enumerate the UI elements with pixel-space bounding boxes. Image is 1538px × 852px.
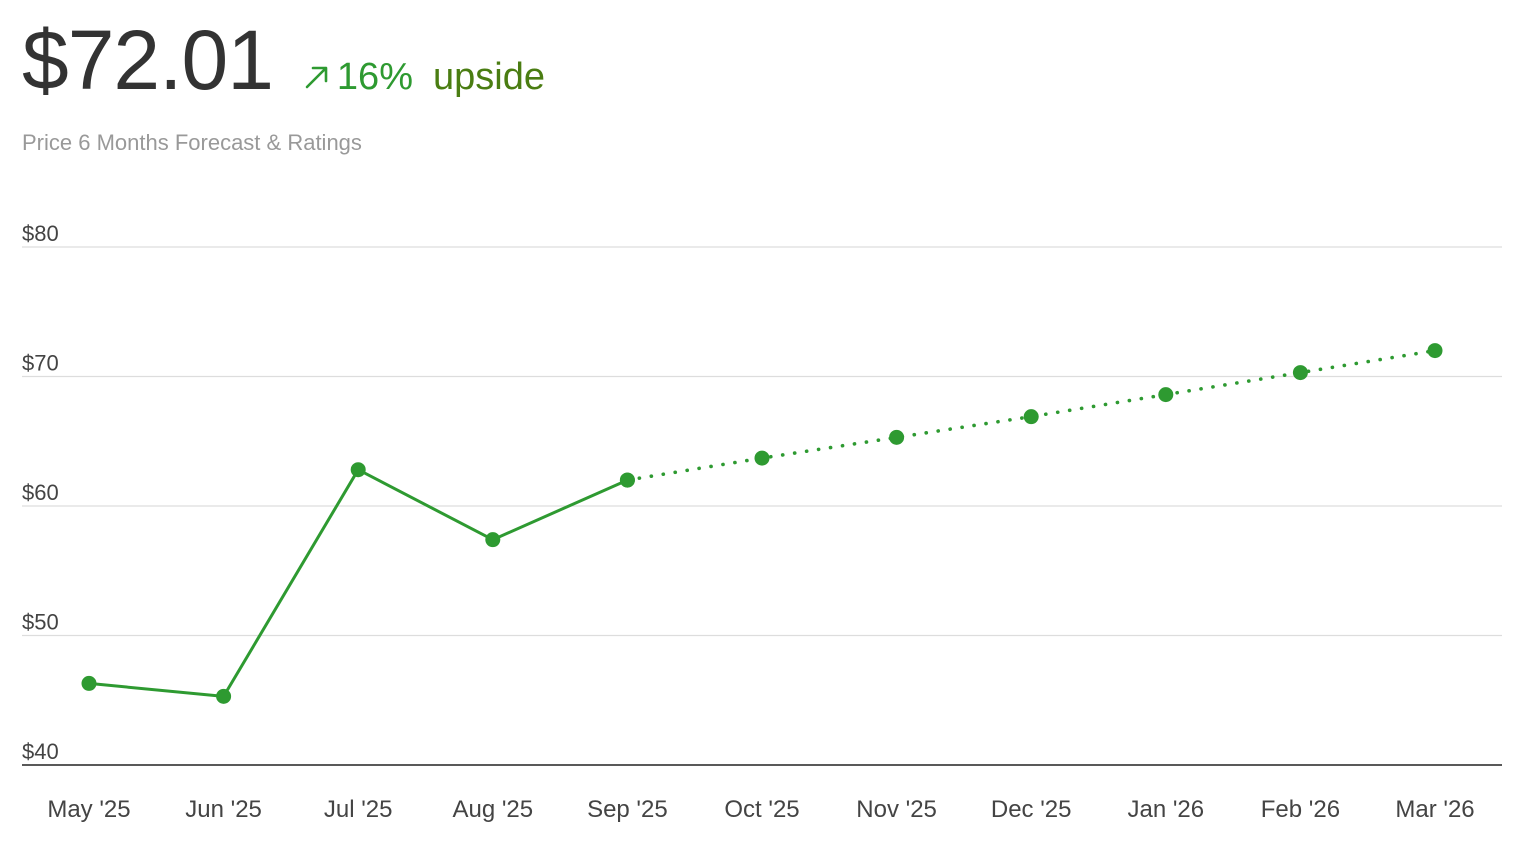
x-tick-label: Jun '25 — [185, 796, 262, 823]
history-point — [350, 462, 366, 478]
y-tick-label: $50 — [22, 610, 59, 635]
forecast-point — [1292, 365, 1308, 381]
x-tick-label: Jul '25 — [324, 796, 393, 823]
change-label: upside — [432, 56, 545, 98]
forecast-point — [1158, 387, 1174, 403]
x-tick-label: Feb '26 — [1261, 796, 1340, 823]
header: $72.01 16% upside — [22, 18, 545, 102]
x-tick-label: Aug '25 — [452, 796, 533, 823]
forecast-point — [754, 450, 770, 466]
y-tick-label: $80 — [22, 221, 59, 246]
forecast-point — [1023, 409, 1039, 425]
history-point — [81, 675, 97, 691]
chart-subtitle: Price 6 Months Forecast & Ratings — [22, 130, 362, 155]
history-point — [216, 688, 232, 704]
x-tick-label: Jan '26 — [1127, 796, 1204, 823]
x-tick-label: May '25 — [47, 796, 130, 823]
forecast-point — [1427, 343, 1443, 359]
history-point — [485, 532, 501, 548]
y-tick-label: $60 — [22, 480, 59, 505]
x-tick-label: Mar '26 — [1395, 796, 1474, 823]
x-tick-label: Nov '25 — [856, 796, 937, 823]
y-tick-label: $40 — [22, 739, 59, 764]
x-tick-label: Dec '25 — [991, 796, 1072, 823]
arrow-up-right-icon — [305, 66, 328, 89]
y-tick-label: $70 — [22, 351, 59, 376]
change-percent: 16% — [336, 56, 413, 98]
price-change: 16% upside — [303, 58, 545, 96]
x-tick-label: Sep '25 — [587, 796, 668, 823]
x-tick-label: Oct '25 — [724, 796, 799, 823]
forecast-point — [889, 429, 905, 445]
history-line — [87, 468, 629, 698]
current-price: $72.01 — [22, 13, 274, 107]
forecast-point — [619, 472, 635, 488]
